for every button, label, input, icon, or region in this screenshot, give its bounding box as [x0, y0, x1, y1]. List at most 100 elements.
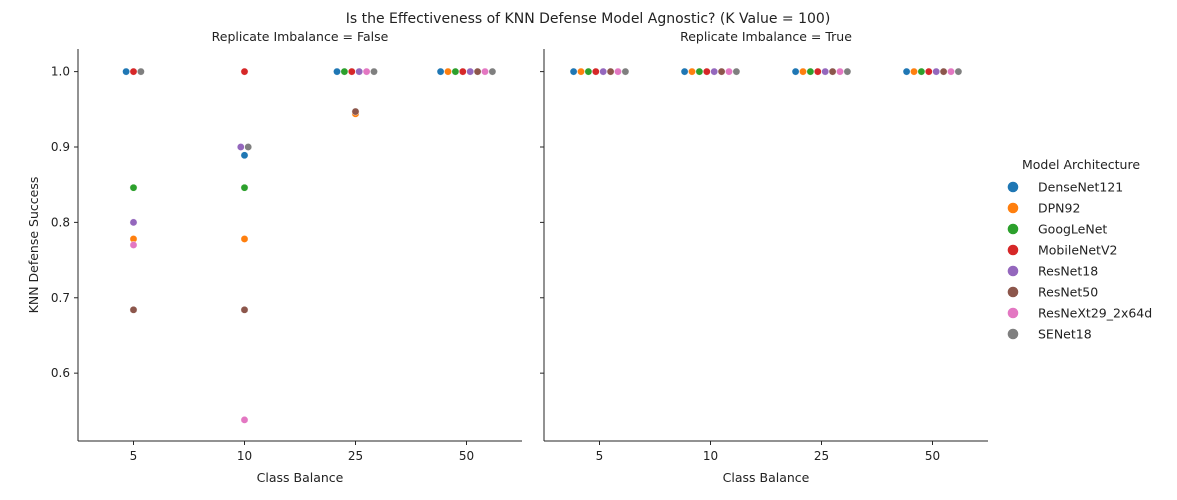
data-point-densenet121 — [902, 67, 911, 76]
data-point-senet18 — [732, 67, 741, 76]
panel-title: Replicate Imbalance = True — [680, 29, 852, 44]
data-point-googlenet — [451, 67, 460, 76]
y-tick-label: 0.7 — [51, 291, 70, 305]
data-point-senet18 — [954, 67, 963, 76]
data-point-resnet18 — [129, 218, 138, 227]
x-tick-label: 25 — [348, 449, 363, 463]
data-point-googlenet — [917, 67, 926, 76]
data-point-dpn92 — [444, 67, 452, 76]
legend-marker — [1007, 307, 1019, 319]
data-point-senet18 — [244, 143, 252, 151]
x-axis-label: Class Balance — [257, 470, 344, 485]
legend-label: ResNeXt29_2x64d — [1038, 306, 1152, 321]
data-point-mobilenetv2 — [703, 67, 711, 76]
data-point-googlenet — [584, 67, 593, 76]
legend-item: GoogLeNet — [1007, 222, 1107, 237]
x-tick-label: 50 — [925, 449, 940, 463]
data-point-resnext29-2x64d — [481, 67, 489, 76]
legend-label: GoogLeNet — [1038, 222, 1107, 237]
legend-label: MobileNetV2 — [1038, 243, 1117, 258]
legend-title: Model Architecture — [1022, 157, 1140, 172]
data-point-mobilenetv2 — [814, 67, 822, 76]
x-tick-label: 5 — [130, 449, 138, 463]
data-point-resnet50 — [939, 67, 948, 76]
data-point-resnet50 — [129, 306, 138, 314]
data-point-densenet121 — [791, 67, 800, 76]
x-axis-label: Class Balance — [723, 470, 810, 485]
y-tick-label: 0.8 — [51, 215, 70, 229]
data-point-resnext29-2x64d — [725, 67, 733, 76]
legend-item: DPN92 — [1007, 201, 1080, 216]
data-point-resnext29-2x64d — [240, 416, 249, 424]
data-point-googlenet — [340, 67, 349, 76]
data-point-resnet18 — [932, 67, 941, 76]
data-point-resnet50 — [606, 67, 615, 76]
legend-marker — [1007, 202, 1019, 214]
data-point-googlenet — [240, 183, 249, 192]
data-point-densenet121 — [569, 67, 578, 76]
legend-item: MobileNetV2 — [1007, 243, 1117, 258]
legend-label: ResNet18 — [1038, 264, 1098, 279]
legend-label: DenseNet121 — [1038, 180, 1123, 195]
legend-label: SENet18 — [1038, 327, 1092, 342]
chart-title: Is the Effectiveness of KNN Defense Mode… — [346, 11, 831, 27]
data-point-senet18 — [137, 67, 145, 76]
data-point-senet18 — [370, 67, 378, 76]
legend-marker — [1007, 265, 1019, 277]
legend-marker — [1007, 223, 1019, 235]
data-point-dpn92 — [799, 67, 807, 76]
y-axis-label: KNN Defense Success — [26, 177, 41, 314]
data-point-dpn92 — [688, 67, 696, 76]
data-point-densenet121 — [122, 67, 130, 76]
legend: Model Architecture DenseNet121 DPN92 GoogLe… — [1007, 157, 1152, 342]
legend-item: ResNeXt29_2x64d — [1007, 306, 1152, 321]
data-point-resnet50 — [240, 306, 249, 314]
data-point-senet18 — [843, 67, 852, 76]
data-point-mobilenetv2 — [129, 67, 138, 76]
y-tick-label: 0.9 — [51, 140, 70, 154]
data-point-resnet50 — [828, 67, 837, 76]
data-point-mobilenetv2 — [592, 67, 600, 76]
data-point-resnet50 — [717, 67, 726, 76]
facet-panel-1: Replicate Imbalance = False 0.6 0.7 0.8 0.9 1… — [51, 29, 522, 485]
data-point-resnet18 — [466, 67, 475, 76]
data-point-mobilenetv2 — [925, 67, 933, 76]
x-tick-label: 5 — [596, 449, 604, 463]
x-tick-label: 10 — [703, 449, 718, 463]
legend-item: SENet18 — [1007, 327, 1092, 342]
data-point-resnet18 — [710, 67, 719, 76]
data-point-resnext29-2x64d — [947, 67, 955, 76]
data-point-densenet121 — [680, 67, 689, 76]
data-point-resnet50 — [473, 67, 482, 76]
data-point-densenet121 — [333, 67, 341, 76]
data-point-googlenet — [695, 67, 704, 76]
data-point-mobilenetv2 — [458, 67, 467, 76]
x-tick-label: 25 — [814, 449, 829, 463]
data-point-dpn92 — [577, 67, 585, 76]
data-point-senet18 — [488, 67, 497, 76]
data-point-resnet50 — [351, 107, 360, 116]
data-point-mobilenetv2 — [347, 67, 356, 76]
legend-marker — [1007, 286, 1019, 298]
legend-label: DPN92 — [1038, 201, 1080, 216]
data-point-resnet18 — [821, 67, 830, 76]
x-tick-label: 10 — [237, 449, 252, 463]
data-point-resnet18 — [236, 143, 245, 151]
facet-panels: Replicate Imbalance = False 0.6 0.7 0.8 0.9 1… — [26, 29, 988, 485]
y-tick-label: 1.0 — [51, 65, 70, 79]
legend-item: DenseNet121 — [1007, 180, 1123, 195]
data-point-resnet18 — [355, 67, 364, 76]
data-point-mobilenetv2 — [240, 67, 249, 76]
legend-label: ResNet50 — [1038, 285, 1098, 300]
data-point-resnext29-2x64d — [362, 67, 371, 76]
y-tick-label: 0.6 — [51, 366, 70, 380]
data-point-googlenet — [129, 183, 138, 192]
legend-item: ResNet50 — [1007, 285, 1098, 300]
legend-marker — [1007, 181, 1019, 193]
data-point-resnext29-2x64d — [129, 241, 138, 249]
data-point-dpn92 — [240, 235, 249, 243]
data-point-resnext29-2x64d — [614, 67, 622, 76]
data-point-resnet18 — [599, 67, 608, 76]
legend-item: ResNet18 — [1007, 264, 1098, 279]
